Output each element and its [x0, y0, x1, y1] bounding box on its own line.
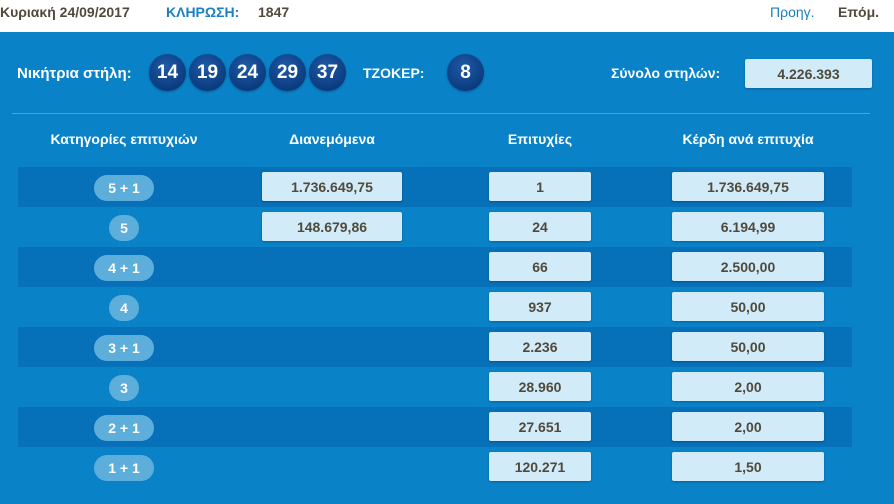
- winners-value: 66: [489, 252, 591, 281]
- table-row: 5 + 1 1.736.649,75 1 1.736.649,75: [18, 167, 852, 207]
- divider: [12, 113, 870, 114]
- prize-value: 2.500,00: [672, 252, 824, 281]
- col-header-distributed: Διανεμόμενα: [289, 131, 375, 147]
- draw-number: 1847: [258, 4, 290, 20]
- table-row: 3 28.960 2,00: [18, 367, 852, 407]
- winners-value: 2.236: [489, 332, 591, 361]
- table-row: 4 937 50,00: [18, 287, 852, 327]
- winning-ball: 37: [309, 54, 346, 91]
- winners-value: 28.960: [489, 372, 591, 401]
- category-pill: 3 + 1: [94, 335, 154, 361]
- category-pill: 3: [109, 375, 139, 401]
- total-value: 4.226.393: [745, 59, 872, 88]
- joker-label: ΤΖΟΚΕΡ:: [363, 65, 425, 81]
- col-header-category: Κατηγορίες επιτυχιών: [50, 131, 198, 147]
- category-pill: 2 + 1: [94, 415, 154, 441]
- prize-value: 1.736.649,75: [672, 172, 824, 201]
- draw-label: ΚΛΗΡΩΣΗ:: [166, 4, 240, 20]
- results-panel: Νικήτρια στήλη: 14 19 24 29 37 ΤΖΟΚΕΡ: 8…: [0, 32, 894, 504]
- table-row: 4 + 1 66 2.500,00: [18, 247, 852, 287]
- top-bar: Κυριακή 24/09/2017 ΚΛΗΡΩΣΗ: 1847 Προηγ. …: [0, 0, 894, 32]
- table-row: 2 + 1 27.651 2,00: [18, 407, 852, 447]
- winning-ball: 19: [189, 54, 226, 91]
- table-row: 3 + 1 2.236 50,00: [18, 327, 852, 367]
- prize-value: 50,00: [672, 292, 824, 321]
- winning-ball: 14: [149, 54, 186, 91]
- prize-value: 2,00: [672, 412, 824, 441]
- category-pill: 1 + 1: [94, 455, 154, 481]
- prize-value: 6.194,99: [672, 212, 824, 241]
- draw-date: Κυριακή 24/09/2017: [0, 4, 130, 20]
- category-pill: 4: [109, 295, 139, 321]
- category-pill: 5: [109, 215, 139, 241]
- distributed-value: 1.736.649,75: [262, 172, 402, 201]
- winners-value: 937: [489, 292, 591, 321]
- prize-value: 2,00: [672, 372, 824, 401]
- winning-ball: 24: [229, 54, 266, 91]
- col-header-winners: Επιτυχίες: [507, 131, 573, 147]
- winners-value: 27.651: [489, 412, 591, 441]
- prev-link[interactable]: Προηγ.: [770, 4, 815, 20]
- joker-ball: 8: [447, 54, 484, 91]
- next-link[interactable]: Επόμ.: [838, 4, 880, 20]
- category-pill: 5 + 1: [94, 175, 154, 201]
- winning-label: Νικήτρια στήλη:: [17, 65, 132, 82]
- col-header-prize: Κέρδη ανά επιτυχία: [682, 131, 814, 147]
- winners-value: 120.271: [489, 452, 591, 481]
- total-label: Σύνολο στηλών:: [611, 65, 721, 81]
- prize-value: 50,00: [672, 332, 824, 361]
- distributed-value: 148.679,86: [262, 212, 402, 241]
- table-row: 1 + 1 120.271 1,50: [18, 447, 852, 487]
- category-pill: 4 + 1: [94, 255, 154, 281]
- table-row: 5 148.679,86 24 6.194,99: [18, 207, 852, 247]
- winners-value: 1: [489, 172, 591, 201]
- winners-value: 24: [489, 212, 591, 241]
- prize-value: 1,50: [672, 452, 824, 481]
- winning-ball: 29: [269, 54, 306, 91]
